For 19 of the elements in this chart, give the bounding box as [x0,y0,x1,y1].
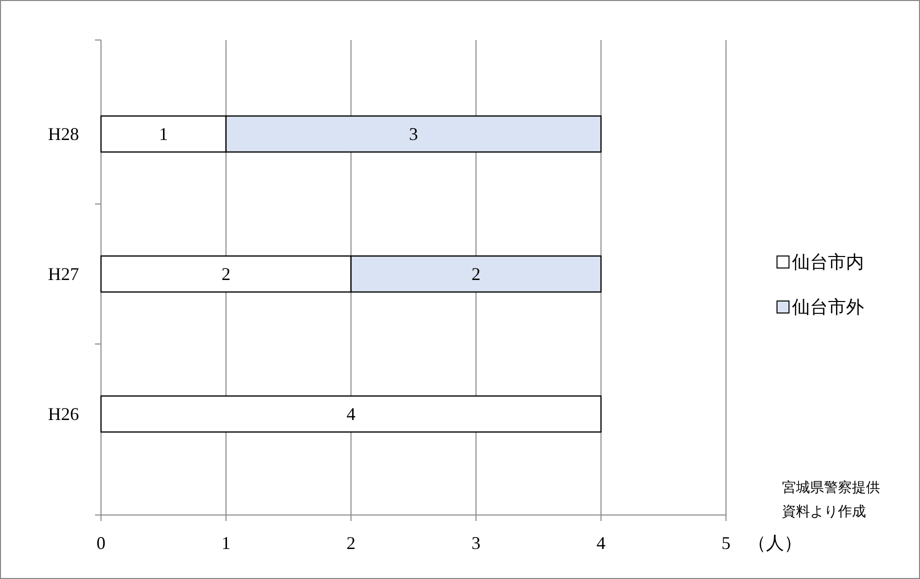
y-tick-label: H28 [48,124,79,144]
x-tick-label: 3 [472,533,480,553]
y-tick-label: H27 [48,264,79,284]
data-label: 2 [472,264,480,284]
y-tick-label: H26 [48,404,79,424]
x-tick-label: 0 [96,533,106,553]
data-label: 1 [159,124,168,144]
x-tick-label: 5 [722,533,730,553]
bar [100,395,602,433]
legend-label: 仙台市内 [792,252,864,273]
text: 宮城県警察提供資料より作成 [782,480,880,520]
legend-label: 仙台市外 [792,297,864,318]
x-tick-label: 2 [346,533,356,553]
x-tick-label: 1 [222,533,230,553]
data-label: 3 [409,124,418,144]
data-label: 4 [346,404,356,424]
data-label: 2 [222,264,230,284]
x-axis-title: （人） [748,533,802,553]
x-tick-label: 4 [596,533,606,553]
